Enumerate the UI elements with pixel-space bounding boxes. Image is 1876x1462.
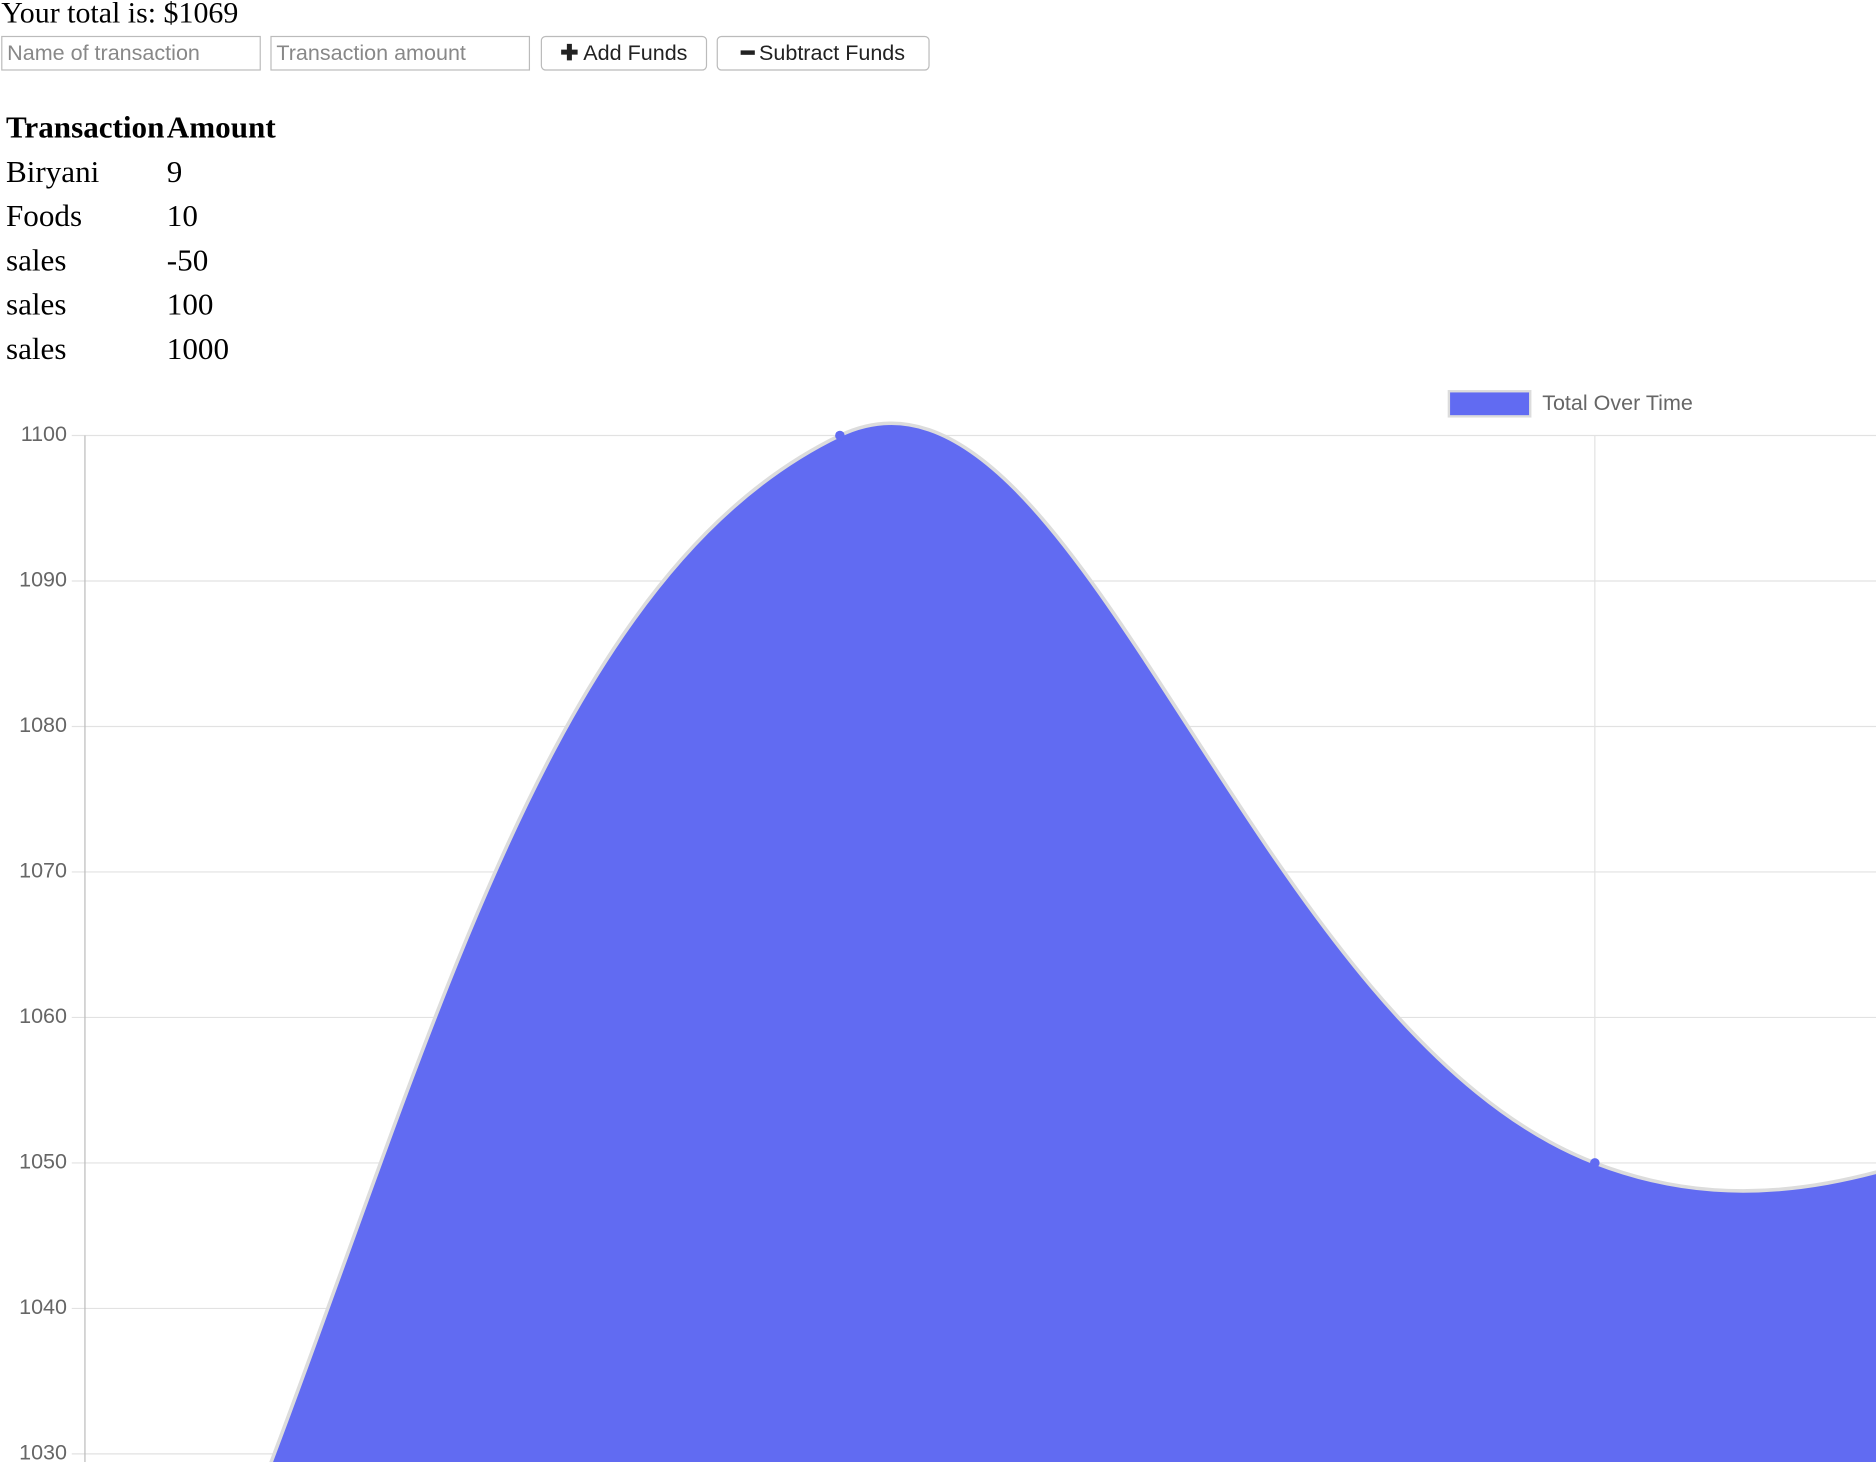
amount-cell: 1000 <box>166 330 230 366</box>
name-cell: Biryani <box>5 153 100 189</box>
amount-input[interactable] <box>270 35 531 71</box>
column-header: Transaction <box>5 109 165 145</box>
name-cell: sales <box>5 330 67 366</box>
table-row: Biryani 9 <box>6 150 276 194</box>
legend-label: Total Over Time <box>1542 391 1693 415</box>
minus-icon: ━ <box>741 40 755 65</box>
column-header: Amount <box>166 109 276 145</box>
add-label: Add Funds <box>583 40 688 65</box>
name-cell: sales <box>5 286 67 322</box>
amount-cell: 100 <box>166 286 214 322</box>
amount-cell: 10 <box>166 198 198 233</box>
name-input[interactable] <box>1 35 261 71</box>
transactions-table: Transaction Amount Biryani 9 Foods 10 sales -50… <box>4 105 279 371</box>
amount-cell: -50 <box>166 242 209 277</box>
add-funds-button[interactable]: ✚ Add Funds <box>540 35 708 71</box>
area-line <box>269 421 1876 1462</box>
table-row: sales 100 <box>6 282 276 326</box>
y-tick-label: 1050 <box>19 1150 67 1174</box>
y-tick-label: 1030 <box>19 1441 67 1462</box>
y-tick-label: 1100 <box>21 422 67 446</box>
total-text: Your total is: $1069 <box>1 0 239 30</box>
table-row: Foods 10 <box>6 194 276 238</box>
point <box>1590 1158 1600 1168</box>
y-tick-label: 1040 <box>19 1295 67 1319</box>
point <box>835 430 845 441</box>
name-cell: sales <box>5 242 67 277</box>
plus-icon: ✚ <box>560 40 579 65</box>
legend-swatch <box>1447 390 1532 418</box>
area-fill <box>271 423 1876 1462</box>
subtract-funds-button[interactable]: ━ Subtract Funds <box>716 35 930 71</box>
name-cell: Foods <box>5 198 83 233</box>
table-body: Biryani 9 Foods 10 sales -50 sales 100 sales 1000 <box>6 150 276 371</box>
subtract-label: Subtract Funds <box>759 40 906 65</box>
amount-cell: 9 <box>166 153 183 189</box>
y-tick-label: 1080 <box>19 713 67 737</box>
table-row: sales 1000 <box>6 327 276 371</box>
y-tick-label: 1060 <box>19 1004 67 1028</box>
y-tick-label: 1070 <box>19 859 67 883</box>
table-row: sales -50 <box>6 238 276 282</box>
y-tick-label: 1090 <box>19 568 67 592</box>
header-row: Transaction Amount <box>6 105 276 149</box>
